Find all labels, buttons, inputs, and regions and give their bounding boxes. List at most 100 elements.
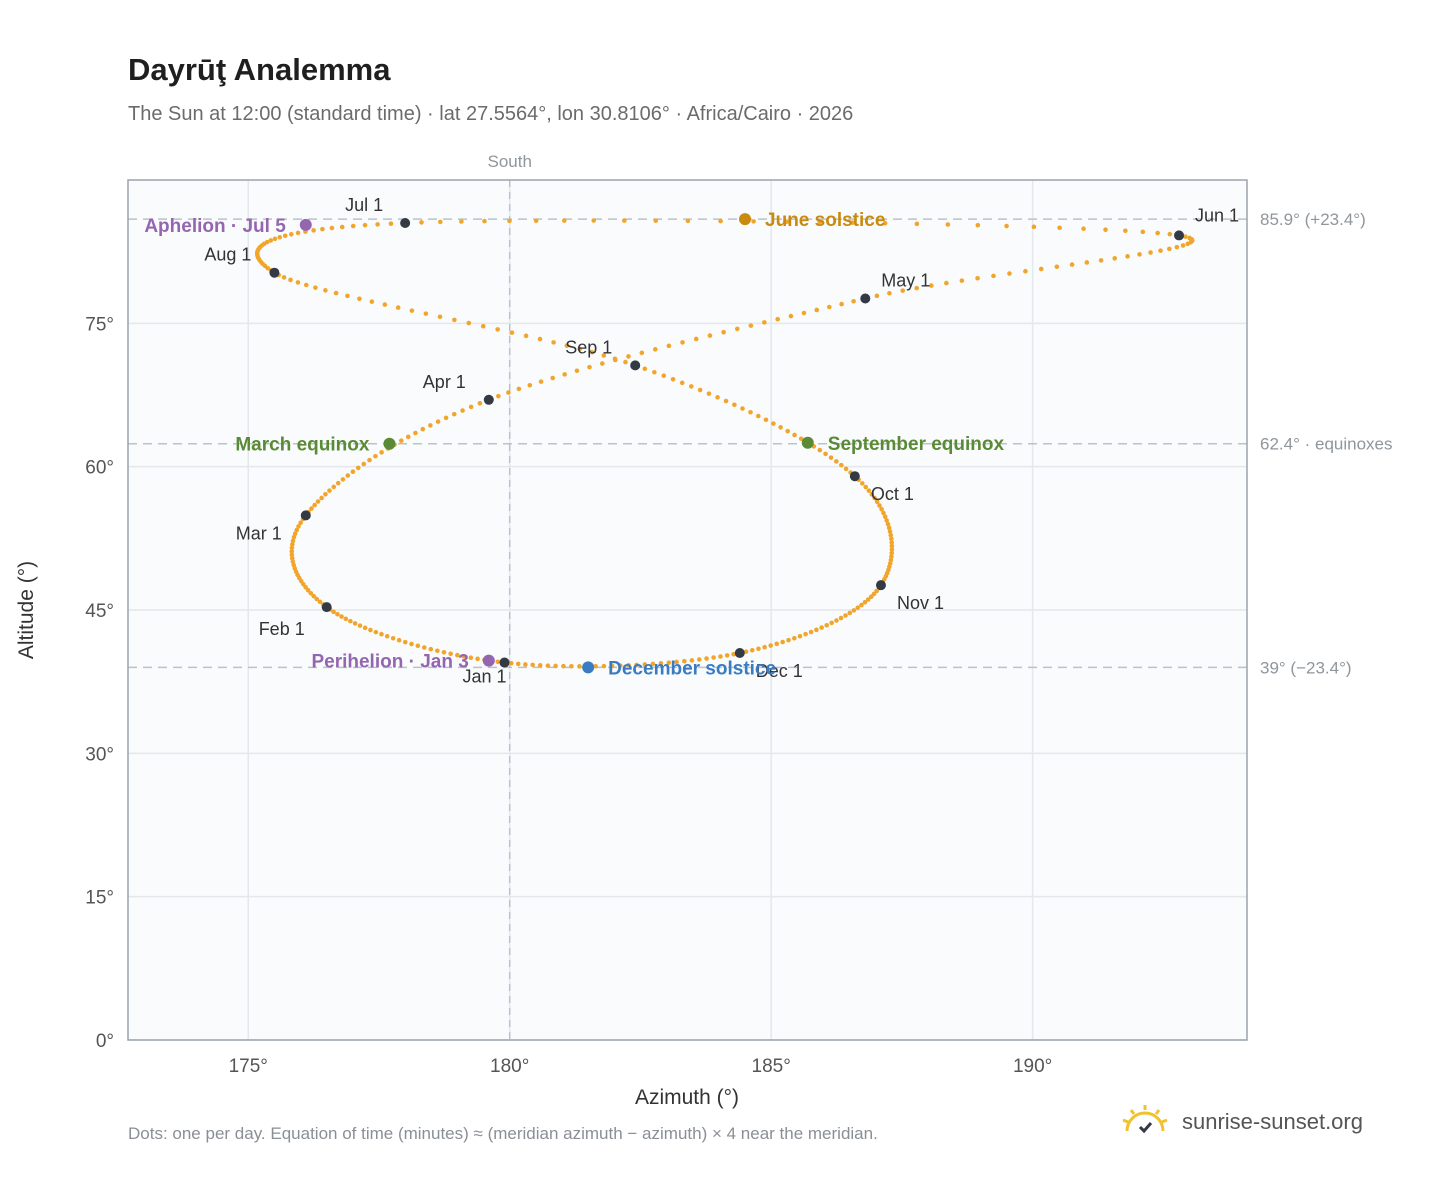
daily-sun-dot	[751, 219, 756, 224]
daily-sun-dot	[323, 288, 328, 293]
month-marker-label: Mar 1	[236, 523, 282, 543]
daily-sun-dot	[398, 438, 404, 444]
daily-sun-dot	[914, 221, 920, 227]
daily-sun-dot	[350, 223, 356, 229]
daily-sun-dot	[309, 506, 314, 511]
daily-sun-dot	[688, 384, 694, 389]
daily-sun-dot	[827, 304, 832, 310]
daily-sun-dot	[798, 436, 804, 442]
daily-sun-dot	[871, 591, 877, 597]
daily-sun-dot	[803, 631, 808, 637]
daily-sun-dot	[1031, 224, 1037, 230]
daily-sun-dot	[639, 350, 645, 356]
daily-sun-dot	[900, 288, 906, 293]
daily-sun-dot	[851, 608, 857, 613]
daily-sun-dot	[839, 301, 844, 307]
daily-sun-dot	[869, 492, 875, 497]
y-tick-label: 75°	[85, 314, 114, 335]
daily-sun-dot	[335, 611, 340, 617]
daily-sun-dot	[768, 643, 774, 648]
daily-sun-dot	[523, 662, 528, 667]
daily-sun-dot	[626, 663, 631, 668]
daily-sun-dot	[862, 599, 868, 605]
month-marker	[860, 293, 871, 304]
daily-sun-dot	[740, 406, 745, 411]
daily-sun-dot	[888, 532, 894, 538]
daily-sun-dot	[975, 222, 981, 228]
daily-sun-dot	[361, 461, 367, 467]
daily-sun-dot	[523, 333, 529, 339]
month-marker-label: Sep 1	[565, 337, 612, 357]
month-marker-label: Nov 1	[897, 593, 944, 613]
month-marker-label: Oct 1	[871, 484, 914, 504]
daily-sun-dot	[749, 647, 755, 653]
daily-sun-dot	[317, 599, 323, 605]
y-tick-label: 60°	[85, 458, 114, 479]
daily-sun-dot	[553, 663, 558, 669]
daily-sun-dot	[661, 373, 667, 379]
daily-sun-dot	[889, 540, 895, 545]
y-tick-label: 0°	[96, 1031, 114, 1052]
daily-sun-dot	[569, 663, 574, 669]
daily-sun-dot	[991, 273, 996, 279]
daily-sun-dot	[315, 499, 321, 504]
daily-sun-dot	[562, 372, 567, 377]
daily-sun-dot	[272, 236, 278, 242]
daily-sun-dot	[437, 314, 443, 320]
daily-sun-dot	[290, 559, 296, 564]
daily-sun-dot	[874, 293, 880, 299]
month-marker	[483, 394, 494, 405]
daily-sun-dot	[303, 282, 309, 288]
x-tick-label: 190°	[1013, 1056, 1052, 1077]
month-marker-label: Apr 1	[423, 372, 466, 392]
daily-sun-dot	[428, 646, 434, 652]
daily-sun-dot	[312, 502, 317, 508]
month-marker	[1174, 230, 1185, 241]
daily-sun-dot	[443, 415, 449, 421]
daily-sun-dot	[801, 310, 807, 316]
daily-sun-dot	[734, 326, 740, 332]
daily-sun-dot	[268, 238, 274, 243]
daily-sun-dot	[652, 347, 658, 352]
daily-sun-dot	[530, 662, 536, 668]
daily-sun-dot	[855, 605, 861, 611]
daily-sun-dot	[814, 627, 819, 633]
daily-sun-dot	[780, 639, 785, 645]
daily-sun-dot	[459, 219, 464, 224]
event-label: Perihelion · Jan 3	[311, 652, 468, 673]
daily-sun-dot	[715, 395, 720, 400]
daily-sun-dot	[847, 610, 853, 616]
daily-sun-dot	[797, 633, 803, 639]
daily-sun-dot	[652, 369, 657, 375]
daily-sun-dot	[1148, 250, 1153, 255]
x-tick-label: 175°	[229, 1056, 268, 1077]
daily-sun-dot	[670, 376, 676, 382]
daily-sun-dot	[1123, 228, 1128, 234]
daily-sun-dot	[834, 618, 839, 623]
daily-sun-dot	[784, 219, 790, 225]
daily-sun-dot	[482, 218, 487, 224]
daily-sun-dot	[887, 290, 892, 296]
daily-sun-dot	[1038, 266, 1044, 272]
brand[interactable]: sunrise-sunset.org	[1120, 1102, 1363, 1142]
daily-sun-dot	[887, 529, 893, 534]
daily-sun-dot	[311, 593, 316, 599]
daily-sun-dot	[851, 298, 856, 304]
daily-sun-dot	[621, 218, 627, 223]
daily-sun-dot	[506, 390, 511, 395]
daily-sun-dot	[333, 290, 339, 296]
month-marker	[875, 580, 886, 591]
daily-sun-dot	[314, 596, 320, 602]
daily-sun-dot	[792, 635, 797, 641]
daily-sun-dot	[839, 462, 844, 468]
daily-sun-dot	[298, 520, 303, 526]
daily-sun-dot	[461, 654, 467, 659]
daily-sun-dot	[564, 343, 570, 348]
daily-sun-dot	[889, 550, 895, 556]
daily-sun-dot	[817, 447, 823, 453]
daily-sun-dot	[290, 538, 296, 544]
daily-sun-dot	[599, 361, 605, 366]
daily-sun-dot	[1084, 260, 1090, 265]
daily-sun-dot	[545, 663, 551, 668]
daily-sun-dot	[357, 623, 363, 628]
